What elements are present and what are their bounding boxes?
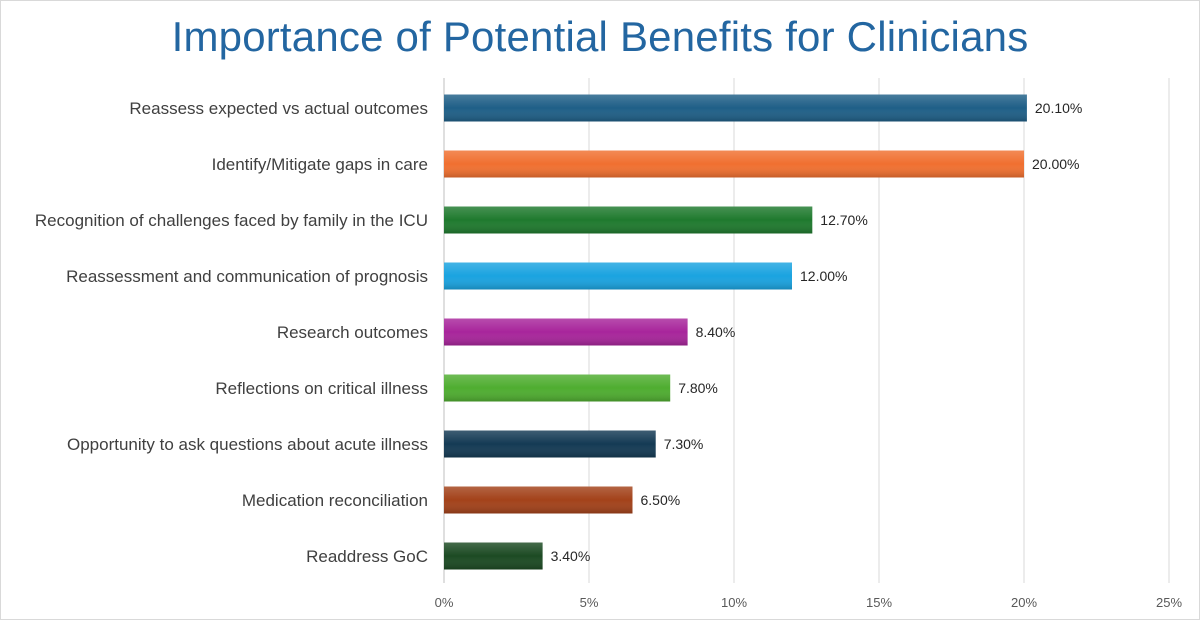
bar-shading [444,262,792,290]
chart-title: Importance of Potential Benefits for Cli… [171,13,1029,60]
value-label: 3.40% [551,548,591,564]
bar-shading [444,150,1024,178]
bar-shading [444,374,671,402]
x-tick-label: 20% [1011,595,1037,610]
bar-shading [444,486,633,514]
category-label: Readdress GoC [306,547,428,566]
x-tick-label: 5% [580,595,599,610]
bar-shading [444,542,543,570]
value-label: 12.70% [820,212,867,228]
category-label: Reflections on critical illness [215,379,428,398]
category-label: Reassessment and communication of progno… [66,267,428,286]
value-label: 20.10% [1035,100,1082,116]
category-label: Identify/Mitigate gaps in care [212,155,428,174]
bars [444,94,1027,570]
value-label: 8.40% [696,324,736,340]
value-label: 7.30% [664,436,704,452]
bar-shading [444,318,688,346]
value-label: 12.00% [800,268,847,284]
category-label: Research outcomes [277,323,428,342]
category-label: Reassess expected vs actual outcomes [129,99,428,118]
x-tick-label: 15% [866,595,892,610]
x-tick-label: 25% [1156,595,1182,610]
bar-shading [444,206,813,234]
bar-shading [444,430,656,458]
category-label: Medication reconciliation [242,491,428,510]
value-label: 7.80% [678,380,718,396]
category-label: Opportunity to ask questions about acute… [67,435,428,454]
category-label: Recognition of challenges faced by famil… [35,211,428,230]
labels: 0% 5% 10% 15% 20% 25% Reassess expected vs act… [35,99,1183,610]
x-tick-label: 0% [435,595,454,610]
x-tick-label: 10% [721,595,747,610]
value-label: 20.00% [1032,156,1079,172]
bar-shading [444,94,1027,122]
value-label: 6.50% [641,492,681,508]
